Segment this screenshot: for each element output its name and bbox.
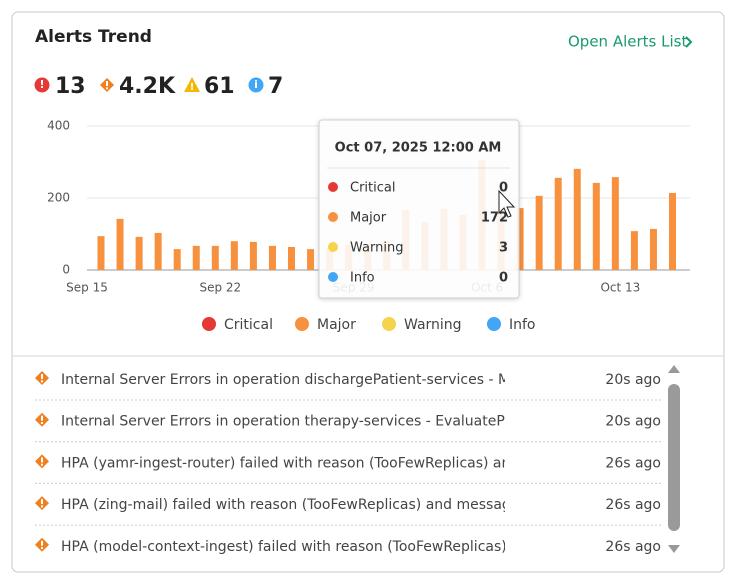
major-count: 4.2K <box>119 74 176 99</box>
icon-glyph: i <box>254 78 258 91</box>
legend-label: Critical <box>224 317 273 333</box>
tooltip-name: Info <box>350 271 375 286</box>
x-tick-label: Sep 22 <box>199 281 241 295</box>
alert-row[interactable]: HPA (zing-mail) failed with reason (TooF… <box>35 496 661 513</box>
tooltip-name: Critical <box>350 181 395 196</box>
bar <box>249 241 257 270</box>
alert-time: 26s ago <box>605 539 661 555</box>
x-tick-label: Oct 13 <box>600 281 640 295</box>
link-text[interactable]: Open Alerts List <box>568 33 687 51</box>
y-tick-label: 0 <box>62 263 70 277</box>
alert-time: 26s ago <box>605 497 661 513</box>
legend-label: Info <box>509 317 536 333</box>
scroll-down[interactable] <box>668 545 680 553</box>
open-alerts-link[interactable]: Open Alerts List <box>568 33 693 51</box>
bar <box>307 249 315 270</box>
warning-icon <box>184 77 200 92</box>
alert-text: HPA (model-context-ingest) failed with r… <box>61 539 520 555</box>
counts: ! 13 4.2K ! 61 i 7 <box>34 74 283 99</box>
tooltip-value: 172 <box>481 211 508 226</box>
legend-swatch <box>382 317 396 331</box>
info-count: 7 <box>268 74 283 99</box>
tooltip-box <box>318 119 520 299</box>
tooltip-name: Major <box>350 211 387 226</box>
alert-row[interactable]: HPA (model-context-ingest) failed with r… <box>35 537 661 555</box>
bar <box>116 218 124 270</box>
legend-swatch <box>295 317 309 331</box>
bar <box>97 236 105 270</box>
bar <box>288 246 295 270</box>
icon-glyph: ! <box>190 82 195 93</box>
alert-time: 20s ago <box>605 372 661 388</box>
alert-text: Internal Server Errors in operation disc… <box>61 372 519 388</box>
bar <box>669 192 676 270</box>
bar <box>611 177 619 270</box>
bar <box>173 249 181 270</box>
warning-count: 61 <box>204 74 235 99</box>
info-icon <box>248 77 264 93</box>
alert-text: Internal Server Errors in operation ther… <box>61 414 522 430</box>
alert-text: HPA (zing-mail) failed with reason (TooF… <box>61 497 519 513</box>
tooltip-title: Oct 07, 2025 12:00 AM <box>335 141 502 156</box>
bar <box>630 231 638 270</box>
alert-text: HPA (yamr-ingest-router) failed with rea… <box>61 455 519 471</box>
bar <box>230 241 238 270</box>
y-tick-label: 200 <box>47 191 70 205</box>
bar <box>516 208 524 270</box>
alert-row[interactable]: Internal Server Errors in operation ther… <box>35 412 661 430</box>
x-tick-label: Sep 15 <box>66 281 108 295</box>
tooltip-dot <box>328 272 338 282</box>
alert-row[interactable]: Internal Server Errors in operation disc… <box>35 371 661 388</box>
alert-row[interactable]: HPA (yamr-ingest-router) failed with rea… <box>35 454 661 471</box>
bar <box>535 195 543 270</box>
y-tick-label: 400 <box>47 119 70 133</box>
bar <box>592 182 600 270</box>
tooltip-dot <box>328 212 338 222</box>
scrollbar[interactable] <box>668 365 680 553</box>
bar <box>135 236 143 270</box>
legend-swatch <box>487 317 501 331</box>
alert-time: 20s ago <box>605 414 661 430</box>
tooltip-value: 3 <box>499 241 508 256</box>
tooltip-value: 0 <box>499 181 508 196</box>
card-title: Alerts Trend <box>35 27 152 47</box>
bar <box>154 232 162 270</box>
critical-icon <box>34 77 50 93</box>
alert-time: 26s ago <box>605 455 661 471</box>
tooltip: Oct 07, 2025 12:00 AM Critical 0 Major 172 W… <box>318 119 520 299</box>
legend-label: Warning <box>404 317 462 333</box>
bar <box>192 245 200 270</box>
legend-label: Major <box>317 317 356 333</box>
tooltip-dot <box>328 242 338 252</box>
bar <box>573 168 581 270</box>
bar <box>649 228 657 270</box>
bar <box>211 245 219 270</box>
legend: Critical Major Warning Info <box>202 317 536 333</box>
alert-list: Internal Server Errors in operation disc… <box>35 371 662 555</box>
icon-glyph: ! <box>39 78 44 91</box>
legend-swatch <box>202 317 216 331</box>
cursor <box>498 189 516 218</box>
bar <box>554 177 562 270</box>
tooltip-name: Warning <box>350 241 403 256</box>
tooltip-value: 0 <box>499 271 508 286</box>
scroll-up[interactable] <box>668 365 680 373</box>
critical-count: 13 <box>55 74 86 99</box>
scroll-thumb[interactable] <box>668 384 680 531</box>
bar <box>268 245 276 270</box>
tooltip-dot <box>328 182 338 192</box>
chevron <box>685 36 693 48</box>
